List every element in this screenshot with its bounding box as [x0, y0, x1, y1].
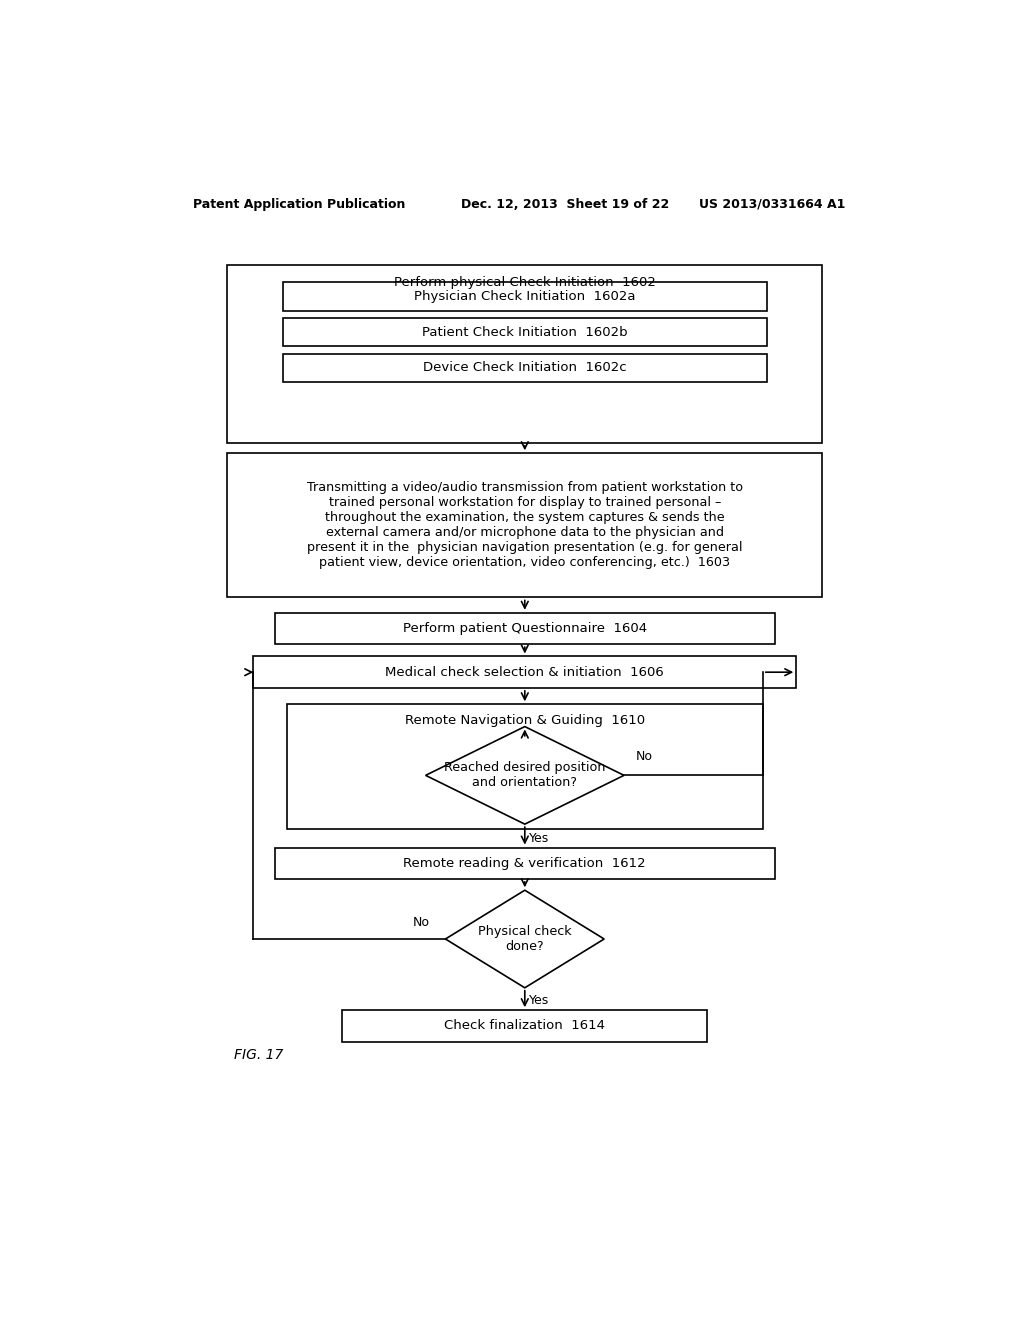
FancyBboxPatch shape	[283, 354, 767, 381]
Text: FIG. 17: FIG. 17	[234, 1048, 284, 1061]
FancyBboxPatch shape	[227, 453, 822, 598]
FancyBboxPatch shape	[287, 704, 763, 829]
FancyBboxPatch shape	[342, 1010, 708, 1041]
Text: No: No	[413, 916, 430, 929]
Text: Device Check Initiation  1602c: Device Check Initiation 1602c	[423, 362, 627, 375]
Text: Dec. 12, 2013  Sheet 19 of 22: Dec. 12, 2013 Sheet 19 of 22	[461, 198, 670, 211]
Text: Yes: Yes	[529, 994, 549, 1007]
Text: Transmitting a video/audio transmission from patient workstation to
trained pers: Transmitting a video/audio transmission …	[307, 482, 742, 569]
Text: Patent Application Publication: Patent Application Publication	[194, 198, 406, 211]
Polygon shape	[426, 726, 624, 824]
FancyBboxPatch shape	[227, 265, 822, 444]
Text: No: No	[636, 750, 653, 763]
FancyBboxPatch shape	[253, 656, 797, 688]
FancyBboxPatch shape	[274, 847, 775, 879]
FancyBboxPatch shape	[283, 282, 767, 312]
Text: Yes: Yes	[529, 833, 549, 845]
Text: Perform patient Questionnaire  1604: Perform patient Questionnaire 1604	[402, 622, 647, 635]
Text: Perform physical Check Initiation  1602: Perform physical Check Initiation 1602	[394, 276, 655, 289]
FancyBboxPatch shape	[283, 318, 767, 346]
Text: Physical check
done?: Physical check done?	[478, 925, 571, 953]
Text: Remote Navigation & Guiding  1610: Remote Navigation & Guiding 1610	[404, 714, 645, 727]
Text: Physician Check Initiation  1602a: Physician Check Initiation 1602a	[414, 290, 636, 304]
Text: US 2013/0331664 A1: US 2013/0331664 A1	[699, 198, 846, 211]
Polygon shape	[445, 890, 604, 987]
FancyBboxPatch shape	[274, 612, 775, 644]
Text: Medical check selection & initiation  1606: Medical check selection & initiation 160…	[385, 665, 665, 678]
Text: Check finalization  1614: Check finalization 1614	[444, 1019, 605, 1032]
Text: Reached desired position
and orientation?: Reached desired position and orientation…	[444, 762, 605, 789]
Text: Patient Check Initiation  1602b: Patient Check Initiation 1602b	[422, 326, 628, 339]
Text: Remote reading & verification  1612: Remote reading & verification 1612	[403, 857, 646, 870]
